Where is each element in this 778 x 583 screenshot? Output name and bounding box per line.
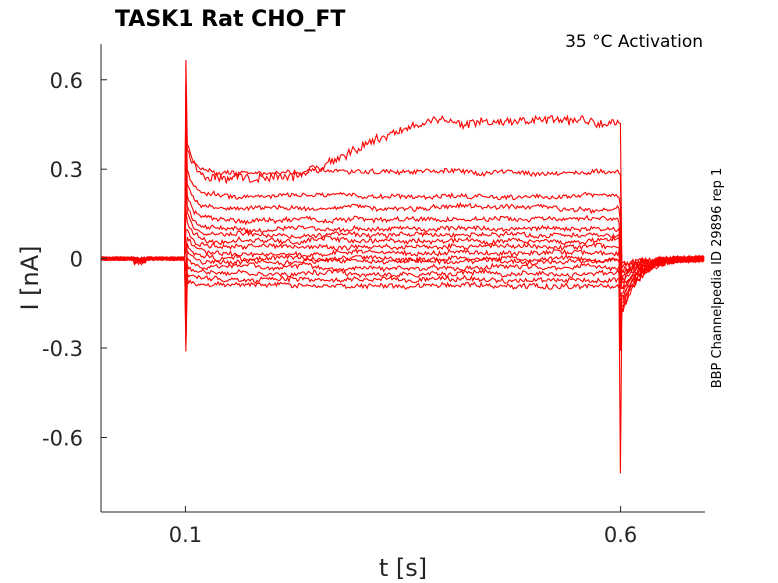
trace-7 [100, 189, 705, 284]
x-ticks: 0.1 0.6 [169, 506, 637, 547]
trace-14 [100, 255, 705, 338]
trace-13 [100, 254, 705, 328]
trace-1 [100, 82, 705, 267]
side-label: BBP Channelpedia ID 29896 rep 1 [710, 168, 725, 389]
trace-15 [100, 255, 705, 352]
y-tick-label: 0.3 [50, 158, 83, 182]
trace-8 [100, 209, 705, 289]
y-tick-label: 0.6 [50, 69, 83, 93]
y-tick-label: -0.6 [42, 426, 83, 450]
trace-9 [100, 228, 705, 290]
trace-3 [100, 94, 705, 274]
trace-2 [100, 60, 705, 270]
x-tick-label: 0.6 [604, 523, 637, 547]
trace-6 [100, 172, 705, 282]
trace-12 [100, 250, 705, 317]
chart-title: TASK1 Rat CHO_FT [115, 7, 345, 32]
traces [100, 60, 705, 474]
chart-annotation: 35 °C Activation [565, 32, 703, 52]
trace-10 [100, 236, 705, 297]
x-axis-label: t [s] [379, 554, 427, 582]
x-tick-label: 0.1 [169, 523, 202, 547]
trace-4 [100, 122, 705, 275]
trace-5 [100, 149, 705, 281]
y-tick-label: 0 [70, 248, 83, 272]
y-ticks: 0.6 0.3 0 -0.3 -0.6 [42, 69, 107, 450]
trace-16 [100, 255, 705, 474]
y-tick-label: -0.3 [42, 337, 83, 361]
y-axis-label: I [nA] [16, 245, 44, 310]
